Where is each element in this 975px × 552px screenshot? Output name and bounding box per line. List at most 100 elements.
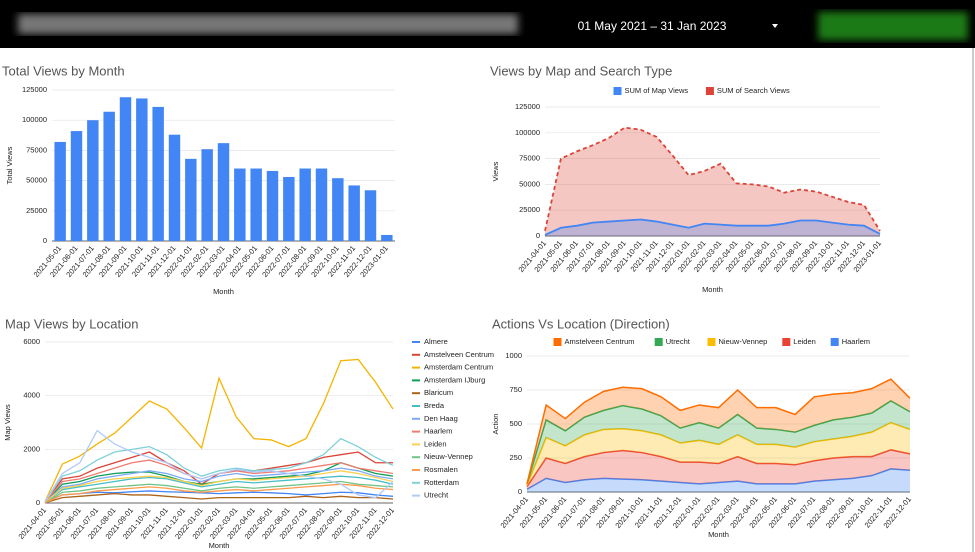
area-fill: [527, 449, 910, 490]
chart-title: Map Views by Location: [5, 316, 138, 331]
y-tick-label: 25000: [519, 205, 540, 214]
legend-label: Amsterdam Centrum: [424, 363, 493, 372]
legend-swatch: [830, 338, 839, 346]
bar: [381, 234, 393, 241]
y-tick-label: 0: [518, 487, 522, 496]
y-tick-label: 50000: [26, 176, 47, 185]
legend-label: Blaricum: [424, 388, 453, 397]
y-axis-label: Views: [491, 161, 500, 181]
legend-swatch: [705, 87, 714, 95]
y-tick-label: 1000: [505, 351, 522, 360]
y-tick-label: 25000: [26, 206, 47, 215]
blurred-title: [18, 14, 518, 34]
legend-swatch: [707, 338, 716, 346]
series-line: [526, 468, 911, 490]
y-tick-label: 125000: [515, 102, 540, 111]
legend-label: Nieuw-Vennep: [719, 337, 768, 346]
bar: [364, 190, 377, 241]
y-tick-label: 750: [509, 385, 522, 394]
y-tick-label: 500: [509, 419, 522, 428]
series-line: [44, 490, 394, 503]
series-line: [526, 400, 911, 485]
series-line: [44, 470, 394, 503]
bar: [234, 168, 246, 241]
y-tick-label: 50000: [519, 179, 540, 188]
series-line: [44, 437, 394, 503]
legend-label: Leiden: [793, 337, 816, 346]
blurred-logo: [818, 12, 968, 40]
series-line: [544, 218, 881, 236]
chart-title: Total Views by Month: [2, 63, 125, 78]
legend-label: SUM of Map Views: [625, 86, 689, 95]
legend-label: Almere: [424, 337, 448, 346]
y-tick-label: 0: [36, 498, 40, 507]
legend-label: Rotterdam: [424, 478, 459, 487]
series-line: [526, 449, 911, 487]
bar: [348, 185, 360, 241]
series-line: [44, 467, 394, 503]
y-tick-label: 75000: [26, 145, 47, 154]
y-tick-label: 0: [536, 231, 540, 240]
bar: [315, 168, 328, 241]
legend-label: Haarlem: [842, 337, 870, 346]
y-axis-label: Action: [491, 414, 500, 435]
series-line: [44, 475, 394, 503]
legend-label: Nieuw-Vennep: [424, 452, 473, 461]
y-tick-label: 250: [509, 453, 522, 462]
bar: [119, 97, 132, 241]
bar: [250, 168, 262, 241]
series-line: [526, 421, 911, 486]
bar: [70, 131, 83, 241]
bar: [217, 143, 230, 241]
legend-swatch: [553, 338, 562, 346]
bar: [136, 98, 148, 242]
legend-label: Utrecht: [424, 491, 449, 500]
bar: [87, 120, 99, 241]
series-line: [44, 492, 394, 504]
area-fill: [545, 219, 880, 236]
chart-title: Views by Map and Search Type: [490, 63, 672, 78]
area-fill: [527, 422, 910, 487]
legend-swatch: [782, 338, 791, 346]
bar: [201, 149, 213, 241]
y-tick-label: 100000: [515, 128, 540, 137]
bar: [168, 134, 181, 241]
y-axis-label: Total Views: [5, 146, 14, 184]
series-line: [544, 126, 881, 232]
series-line: [526, 378, 911, 485]
legend-label: Leiden: [424, 439, 447, 448]
bar: [283, 176, 295, 241]
y-axis-label: Map Views: [3, 404, 12, 441]
series-line: [44, 483, 394, 504]
x-axis-label: Month: [213, 287, 234, 296]
bar: [332, 178, 344, 241]
legend-label: Haarlem: [424, 427, 452, 436]
area-fill: [527, 400, 910, 486]
series-line: [44, 358, 394, 502]
y-tick-label: 6000: [23, 337, 40, 346]
area-fill: [527, 468, 910, 492]
edge: [972, 48, 974, 552]
x-axis-label: Month: [702, 285, 723, 294]
y-tick-label: 4000: [23, 391, 40, 400]
bar: [185, 158, 197, 241]
chart-title: Actions Vs Location (Direction): [492, 316, 670, 331]
x-axis-label: Month: [209, 541, 230, 550]
legend-label: Breda: [424, 401, 445, 410]
legend-swatch: [613, 87, 622, 95]
bar: [152, 106, 164, 241]
legend-label: Utrecht: [666, 337, 691, 346]
y-tick-label: 2000: [23, 444, 40, 453]
y-tick-label: 0: [43, 236, 47, 245]
bar: [54, 141, 66, 241]
date-range[interactable]: 01 May 2021 – 31 Jan 2023: [578, 19, 727, 33]
y-tick-label: 100000: [22, 115, 47, 124]
y-tick-label: 125000: [22, 85, 47, 94]
legend-label: Amstelveen Centrum: [424, 350, 494, 359]
bar: [299, 168, 311, 241]
x-axis-label: Month: [708, 530, 729, 539]
bar: [103, 111, 115, 241]
series-line: [44, 429, 394, 502]
dropdown-arrow[interactable]: [772, 24, 778, 28]
